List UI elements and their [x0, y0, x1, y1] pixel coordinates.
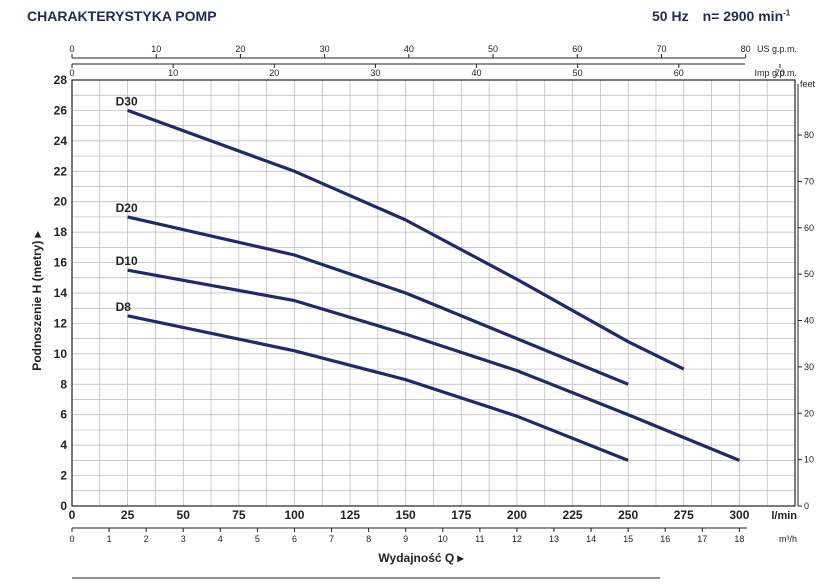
y-tick-label: 4 [60, 438, 67, 452]
y-axis-title: Podnoszenie H (metry) ▸ [30, 230, 44, 370]
us-gpm-tick-label: 0 [69, 44, 74, 54]
series-label-d10: D10 [116, 254, 138, 268]
us-gpm-tick-label: 80 [741, 44, 751, 54]
y-tick-label: 12 [54, 316, 68, 330]
x-tick-label: 225 [563, 508, 583, 522]
y-tick-label: 24 [54, 134, 68, 148]
m3h-tick-label: 14 [586, 534, 596, 544]
imp-gpm-tick-label: 20 [269, 68, 279, 78]
y-tick-label: 8 [60, 377, 67, 391]
m3h-tick-label: 5 [255, 534, 260, 544]
feet-tick-label: 50 [804, 269, 814, 279]
y-tick-label: 26 [54, 103, 68, 117]
m3h-tick-label: 1 [107, 534, 112, 544]
m3h-tick-label: 17 [697, 534, 707, 544]
y-tick-label: 18 [54, 225, 68, 239]
m3h-tick-label: 2 [144, 534, 149, 544]
speed-spec: 50 Hz n= 2900 min-1 [652, 8, 790, 24]
m3h-tick-label: 9 [403, 534, 408, 544]
feet-tick-label: 30 [804, 362, 814, 372]
us-gpm-tick-label: 20 [235, 44, 245, 54]
us-gpm-tick-label: 70 [656, 44, 666, 54]
series-label-d8: D8 [116, 300, 132, 314]
feet-tick-label: 10 [804, 455, 814, 465]
us-gpm-unit-label: US g.p.m. [757, 44, 797, 54]
imp-gpm-tick-label: 0 [69, 68, 74, 78]
y-tick-label: 28 [54, 73, 68, 87]
plot-frame [71, 79, 796, 507]
imp-gpm-tick-label: 40 [472, 68, 482, 78]
us-gpm-tick-label: 10 [151, 44, 161, 54]
chart-title: CHARAKTERYSTYKA POMP [27, 8, 217, 24]
y-tick-label: 10 [54, 347, 68, 361]
m3h-tick-label: 4 [218, 534, 223, 544]
x-tick-label: 50 [177, 508, 191, 522]
y-tick-label: 2 [60, 469, 67, 483]
m3h-tick-label: 13 [549, 534, 559, 544]
feet-unit-label: feet [800, 79, 816, 89]
speed-exponent: -1 [783, 8, 791, 18]
imp-gpm-tick-label: 50 [573, 68, 583, 78]
feet-tick-label: 40 [804, 316, 814, 326]
m3h-tick-label: 18 [734, 534, 744, 544]
frequency-label: 50 Hz [652, 8, 689, 24]
us-gpm-tick-label: 60 [572, 44, 582, 54]
us-gpm-tick-label: 50 [488, 44, 498, 54]
feet-tick-label: 0 [804, 501, 809, 511]
x-axis-title: Wydajność Q ▸ [378, 551, 464, 565]
y-tick-label: 14 [54, 286, 68, 300]
x-tick-label: 25 [121, 508, 135, 522]
y-tick-label: 6 [60, 408, 67, 422]
feet-tick-label: 70 [804, 176, 814, 186]
speed-label: n= 2900 min [702, 8, 784, 24]
x-tick-label: 150 [396, 508, 416, 522]
m3h-tick-label: 0 [69, 534, 74, 544]
x-tick-label: 100 [284, 508, 304, 522]
x-tick-label: 75 [232, 508, 246, 522]
imp-gpm-tick-label: 10 [168, 68, 178, 78]
m3h-tick-label: 10 [438, 534, 448, 544]
m3h-unit-label: m³/h [779, 534, 797, 544]
imp-gpm-tick-label: 60 [674, 68, 684, 78]
imp-gpm-tick-label: 70 [775, 68, 785, 78]
x-tick-label: 0 [69, 508, 76, 522]
x-tick-label: 250 [618, 508, 638, 522]
x-tick-label: 200 [507, 508, 527, 522]
x-tick-label: 300 [729, 508, 749, 522]
y-tick-label: 16 [54, 256, 68, 270]
feet-tick-label: 60 [804, 223, 814, 233]
series-line-d20 [127, 215, 629, 386]
m3h-tick-label: 6 [292, 534, 297, 544]
imp-gpm-unit-label: Imp g.p.m. [754, 68, 797, 78]
m3h-tick-label: 16 [660, 534, 670, 544]
series-line-d10 [127, 268, 741, 462]
y-tick-label: 0 [60, 499, 67, 513]
x-unit-label: l/min [771, 510, 797, 522]
feet-tick-label: 80 [804, 130, 814, 140]
series-line-d8 [127, 314, 629, 462]
y-tick-label: 22 [54, 164, 68, 178]
x-tick-label: 175 [451, 508, 471, 522]
series-label-d20: D20 [116, 201, 138, 215]
m3h-tick-label: 3 [181, 534, 186, 544]
m3h-tick-label: 12 [512, 534, 522, 544]
feet-tick-label: 20 [804, 408, 814, 418]
x-tick-label: 275 [674, 508, 694, 522]
m3h-tick-label: 7 [329, 534, 334, 544]
m3h-tick-label: 15 [623, 534, 633, 544]
imp-gpm-tick-label: 30 [370, 68, 380, 78]
x-tick-label: 125 [340, 508, 360, 522]
m3h-tick-label: 11 [475, 534, 484, 544]
us-gpm-tick-label: 30 [320, 44, 330, 54]
us-gpm-tick-label: 40 [404, 44, 414, 54]
y-tick-label: 20 [54, 195, 68, 209]
series-line-d30 [127, 108, 685, 371]
m3h-tick-label: 8 [366, 534, 371, 544]
series-label-d30: D30 [116, 94, 138, 108]
